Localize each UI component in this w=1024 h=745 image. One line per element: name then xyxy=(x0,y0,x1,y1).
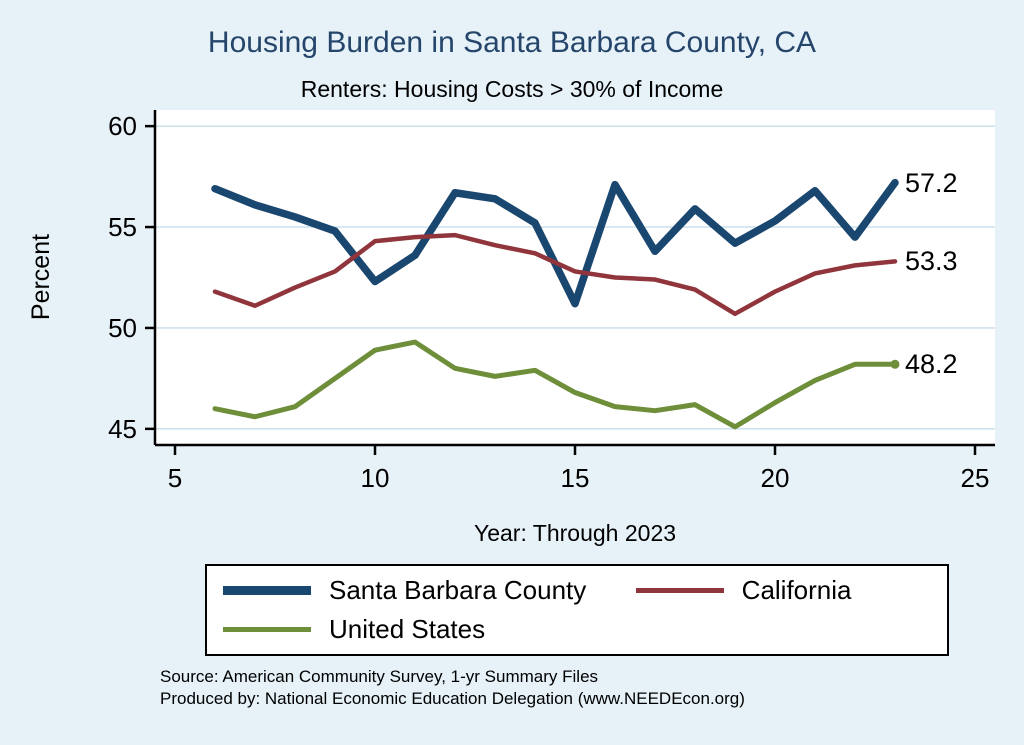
legend-swatch-santa-barbara-county xyxy=(223,586,311,595)
end-label-united-states: 48.2 xyxy=(905,349,958,380)
chart-plot: 45 50 55 60 5 10 15 20 25 xyxy=(108,110,995,493)
end-label-california: 53.3 xyxy=(905,246,958,277)
legend-label: California xyxy=(741,575,852,605)
produced-by-line: Produced by: National Economic Education… xyxy=(160,689,745,708)
series-line-united-states xyxy=(212,339,898,430)
legend-swatch-california xyxy=(635,588,724,593)
legend-label: United States xyxy=(329,614,486,644)
legend-item-santa-barbara-county: Santa Barbara County xyxy=(223,575,636,606)
legend-label: Santa Barbara County xyxy=(329,575,587,605)
y-tick-label: 55 xyxy=(108,212,137,242)
legend-swatch-united-states xyxy=(223,627,311,632)
x-tick-label: 25 xyxy=(961,463,990,493)
end-label-santa-barbara-county: 57.2 xyxy=(905,167,958,198)
x-tick-label: 10 xyxy=(361,463,390,493)
x-tick-label: 15 xyxy=(561,463,590,493)
y-tick-label: 60 xyxy=(108,111,137,141)
plot-area xyxy=(155,110,995,445)
x-axis-label: Year: Through 2023 xyxy=(473,520,677,546)
x-tick-label: 20 xyxy=(761,463,790,493)
series-line-california xyxy=(212,232,898,317)
source-line: Source: American Community Survey, 1-yr … xyxy=(160,667,599,686)
chart-subtitle: Renters: Housing Costs > 30% of Income xyxy=(300,76,724,102)
x-tick-label: 5 xyxy=(168,463,182,493)
y-tick-label: 45 xyxy=(108,414,137,444)
legend-item-united-states: United States xyxy=(223,614,636,645)
source-notes: Source: American Community Survey, 1-yr … xyxy=(160,666,745,710)
legend-item-california: California xyxy=(635,575,947,606)
legend: Santa Barbara County California United Sta… xyxy=(205,564,949,656)
y-tick-label: 50 xyxy=(108,313,137,343)
chart-title: Housing Burden in Santa Barbara County, … xyxy=(207,26,817,59)
united-states-end-marker xyxy=(890,359,900,369)
